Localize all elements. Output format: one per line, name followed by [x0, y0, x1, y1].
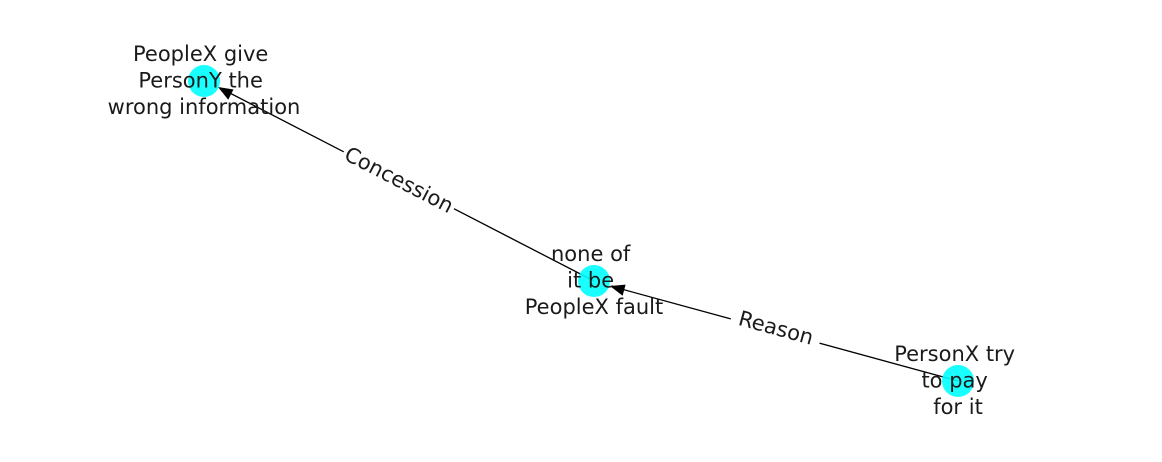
- node-peoplex-give-persony-circle: [188, 65, 220, 97]
- node-none-of-it-be: none of it be PeopleX fault: [525, 242, 663, 319]
- edge-concession-label-bg: [337, 139, 461, 221]
- edge-reason-label-bg: [727, 302, 825, 354]
- edge-reason-label-group: Reason: [727, 302, 825, 354]
- edge-concession-label: Concession: [341, 142, 458, 218]
- node-label-line: none of: [551, 242, 631, 266]
- node-personx-try-to-pay: PersonX try to pay for it: [894, 342, 1022, 419]
- node-label-line: to pay: [921, 369, 987, 393]
- node-peoplex-give-persony: PeopleX give PersonY the wrong informati…: [108, 42, 301, 119]
- node-personx-try-to-pay-label: PersonX try to pay for it: [894, 342, 1022, 419]
- node-personx-try-to-pay-circle: [942, 365, 974, 397]
- node-label-line: PeopleX give: [133, 42, 268, 66]
- node-label-line: PeopleX fault: [525, 295, 663, 319]
- node-none-of-it-be-circle: [578, 265, 610, 297]
- node-label-line: PersonY the: [138, 69, 263, 93]
- node-none-of-it-be-label: none of it be PeopleX fault: [525, 242, 663, 319]
- edge-reason-label: Reason: [736, 306, 816, 349]
- node-label-line: for it: [933, 395, 983, 419]
- edge-concession-label-group: Concession: [337, 139, 461, 221]
- node-label-line: wrong information: [108, 95, 301, 119]
- node-label-line: PersonX try: [894, 342, 1015, 366]
- edge-concession-arrow-icon: [218, 87, 234, 100]
- node-label-line: it be: [567, 269, 614, 293]
- edge-reason-arrow-icon: [610, 284, 626, 296]
- node-peoplex-give-persony-label: PeopleX give PersonY the wrong informati…: [108, 42, 301, 119]
